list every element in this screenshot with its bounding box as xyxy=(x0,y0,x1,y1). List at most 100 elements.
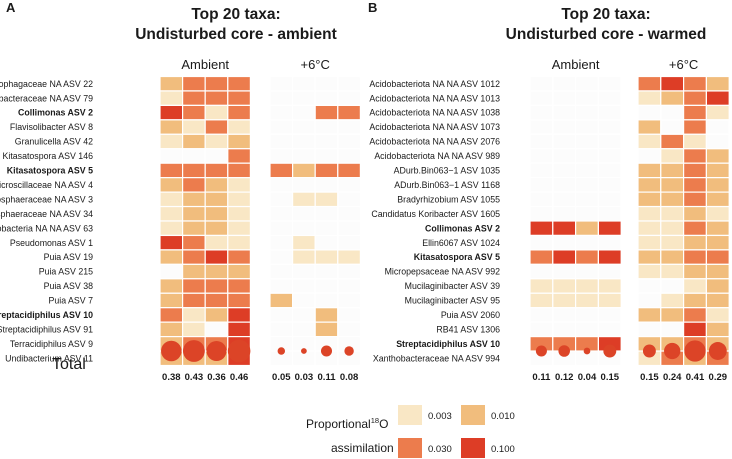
heatmap-cell xyxy=(227,177,252,193)
total-bubble xyxy=(206,341,227,361)
legend-title: Proportional18O xyxy=(306,416,388,431)
heatmap-cell xyxy=(529,162,554,179)
heatmap-cell xyxy=(705,104,730,121)
heatmap-cell xyxy=(314,205,339,222)
heatmap-cell xyxy=(552,220,577,237)
row-label: Ellin6067 ASV 1024 xyxy=(422,238,500,248)
heatmap-cell xyxy=(337,90,361,106)
total-value: 0.43 xyxy=(185,372,204,383)
heatmap-cell xyxy=(574,90,599,106)
heatmap-cell xyxy=(204,75,229,92)
heatmap-cell xyxy=(204,90,229,106)
total-bubble xyxy=(320,345,333,357)
heatmap-cell xyxy=(597,292,622,309)
total-value: 0.29 xyxy=(709,372,728,383)
heatmap-cell xyxy=(637,133,662,150)
heatmap-cell xyxy=(637,220,662,237)
heatmap-cell xyxy=(574,162,599,179)
heatmap-cell xyxy=(159,90,184,106)
row-label: Chthoniobacteraceae NA ASV 79 xyxy=(0,93,93,103)
heatmap-cell xyxy=(552,75,577,92)
heatmap-cell xyxy=(292,220,316,237)
row-label: ADurb.Bin063−1 ASV 1168 xyxy=(394,180,500,190)
heatmap-cell xyxy=(292,205,316,222)
heatmap-cell xyxy=(159,119,184,135)
heatmap-cell xyxy=(292,162,316,179)
heatmap-cell xyxy=(529,148,554,164)
heatmap-cell xyxy=(552,307,577,323)
total-value: 0.11 xyxy=(318,372,337,383)
heatmap-cell xyxy=(682,263,707,280)
heatmap-cell xyxy=(597,133,622,150)
heatmap-cell xyxy=(227,119,252,135)
heatmap-cell xyxy=(159,278,184,294)
row-label: Puia ASV 215 xyxy=(39,267,93,277)
row-label: Mucilaginibacter ASV 39 xyxy=(405,281,500,291)
heatmap-cell xyxy=(660,205,685,222)
heatmap-cell xyxy=(159,177,184,193)
heatmap-cell xyxy=(337,75,361,92)
heatmap-cell xyxy=(597,177,622,193)
row-label: Puia ASV 19 xyxy=(44,252,94,262)
heatmap-cell xyxy=(637,205,662,222)
heatmap-cell xyxy=(637,278,662,294)
heatmap-cell xyxy=(182,292,206,309)
heatmap-cell xyxy=(574,278,599,294)
heatmap-cell xyxy=(597,263,622,280)
total-bubble xyxy=(684,340,706,362)
heatmap-cell xyxy=(637,177,662,193)
row-label: Puia ASV 7 xyxy=(48,296,93,306)
heatmap-cell xyxy=(705,205,730,222)
heatmap-cell xyxy=(204,191,229,208)
row-label: Undibacterium ASV 11 xyxy=(5,353,93,363)
heatmap-cell xyxy=(597,75,622,92)
heatmap-cell xyxy=(292,119,316,135)
heatmap-cell xyxy=(552,90,577,106)
heatmap-cell xyxy=(314,90,339,106)
panel-b: B Top 20 taxa: Undisturbed core - warmed Am… xyxy=(368,0,730,383)
heatmap-cell xyxy=(574,234,599,251)
total-label: Total xyxy=(52,356,86,373)
heatmap-cell xyxy=(337,249,361,265)
heatmap-cell xyxy=(269,104,294,121)
heatmap-cell xyxy=(269,162,294,179)
heatmap-cell xyxy=(292,191,316,208)
heatmap-cell xyxy=(705,234,730,251)
heatmap-cell xyxy=(574,205,599,222)
total-value: 0.03 xyxy=(295,372,314,383)
heatmap-cell xyxy=(182,249,206,265)
heatmap-cell xyxy=(337,234,361,251)
legend-swatch xyxy=(398,438,422,458)
row-label: Acidobacteriota NA NA ASV 1012 xyxy=(369,79,500,89)
heatmap-cell xyxy=(552,162,577,179)
row-label: Kitasatospora ASV 146 xyxy=(3,151,94,161)
heatmap-cell xyxy=(337,148,361,164)
heatmap-cell xyxy=(552,278,577,294)
heatmap-cell xyxy=(637,321,662,338)
heatmap-cell xyxy=(529,104,554,121)
heatmap-cell xyxy=(292,90,316,106)
heatmap-cell xyxy=(314,148,339,164)
heatmap-cell xyxy=(705,249,730,265)
heatmap-cell xyxy=(637,263,662,280)
row-label: Terracidiphilus ASV 9 xyxy=(10,339,93,349)
heatmap-cell xyxy=(705,133,730,150)
heatmap-cell xyxy=(292,177,316,193)
total-bubble xyxy=(227,339,251,363)
heatmap-cell xyxy=(269,205,294,222)
heatmap-cell xyxy=(682,278,707,294)
row-label: Granulicella ASV 42 xyxy=(15,137,93,147)
heatmap-cell xyxy=(705,292,730,309)
heatmap-cell xyxy=(705,278,730,294)
heatmap-cell xyxy=(292,292,316,309)
heatmap-cell xyxy=(574,104,599,121)
row-label: Streptacidiphilus ASV 10 xyxy=(0,310,93,320)
heatmap-cell xyxy=(529,191,554,208)
heatmap-cell xyxy=(574,307,599,323)
heatmap-cell xyxy=(597,90,622,106)
heatmap-cell xyxy=(529,177,554,193)
heatmap-cell xyxy=(159,220,184,237)
heatmap-cell xyxy=(337,220,361,237)
heatmap-cell xyxy=(314,119,339,135)
